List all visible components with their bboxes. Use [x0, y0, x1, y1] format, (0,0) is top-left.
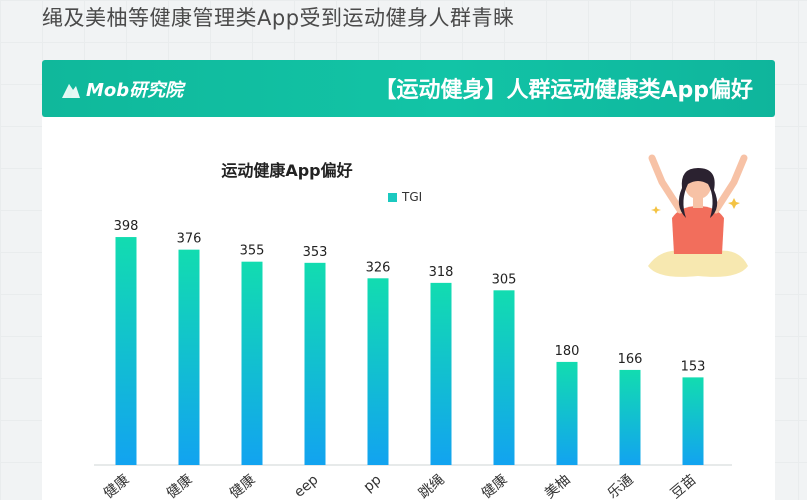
bar	[241, 261, 263, 465]
category-label: 美柚	[542, 472, 574, 500]
yoga-woman-illustration	[648, 154, 748, 277]
bar	[304, 262, 326, 465]
legend-swatch	[388, 192, 397, 202]
bar	[178, 249, 200, 465]
category-label: eep	[291, 472, 321, 500]
data-label: 166	[618, 352, 643, 367]
banner: Mob研究院 【运动健身】人群运动健康类App偏好	[42, 60, 775, 117]
category-label: 乐通	[605, 472, 637, 500]
bar	[115, 237, 137, 465]
bar	[493, 290, 515, 465]
category-label: 健康	[226, 471, 258, 500]
data-label: 376	[177, 232, 202, 247]
category-label: pp	[361, 472, 385, 496]
category-label: 健康	[478, 471, 510, 500]
category-label: 健康	[100, 471, 132, 500]
data-label: 355	[240, 244, 265, 259]
mob-logo: Mob研究院	[60, 76, 183, 102]
chart-card: 运动健康App偏好 TGI 398 健康 376 健康 355 健康 353 eep 326 pp…	[42, 117, 775, 500]
bar	[619, 369, 641, 465]
banner-title: 【运动健身】人群运动健康类App偏好	[374, 78, 753, 103]
data-label: 318	[429, 265, 454, 280]
legend-label: TGI	[402, 190, 423, 204]
bar	[430, 282, 452, 465]
data-label: 353	[303, 245, 328, 260]
category-label: 健康	[163, 471, 195, 500]
page-title: 绳及美柚等健康管理类App受到运动健身人群青睐	[42, 6, 515, 30]
category-label: 跳绳	[416, 472, 448, 500]
chart-title: 运动健康App偏好	[221, 161, 353, 180]
data-label: 398	[114, 219, 139, 234]
bar-chart: 398 健康 376 健康 355 健康 353 eep 326 pp 318 跳绳 305 健康 180 美…	[94, 219, 732, 500]
data-label: 153	[681, 359, 706, 374]
category-label: 豆苗	[668, 472, 700, 500]
data-label: 180	[555, 344, 580, 359]
bar	[682, 377, 704, 465]
bar	[556, 361, 578, 465]
logo-icon	[62, 84, 80, 98]
logo-text: Mob研究院	[86, 80, 184, 101]
chart-legend: TGI	[388, 190, 422, 204]
data-label: 305	[492, 272, 517, 287]
data-label: 326	[366, 260, 391, 275]
bar	[367, 278, 389, 465]
